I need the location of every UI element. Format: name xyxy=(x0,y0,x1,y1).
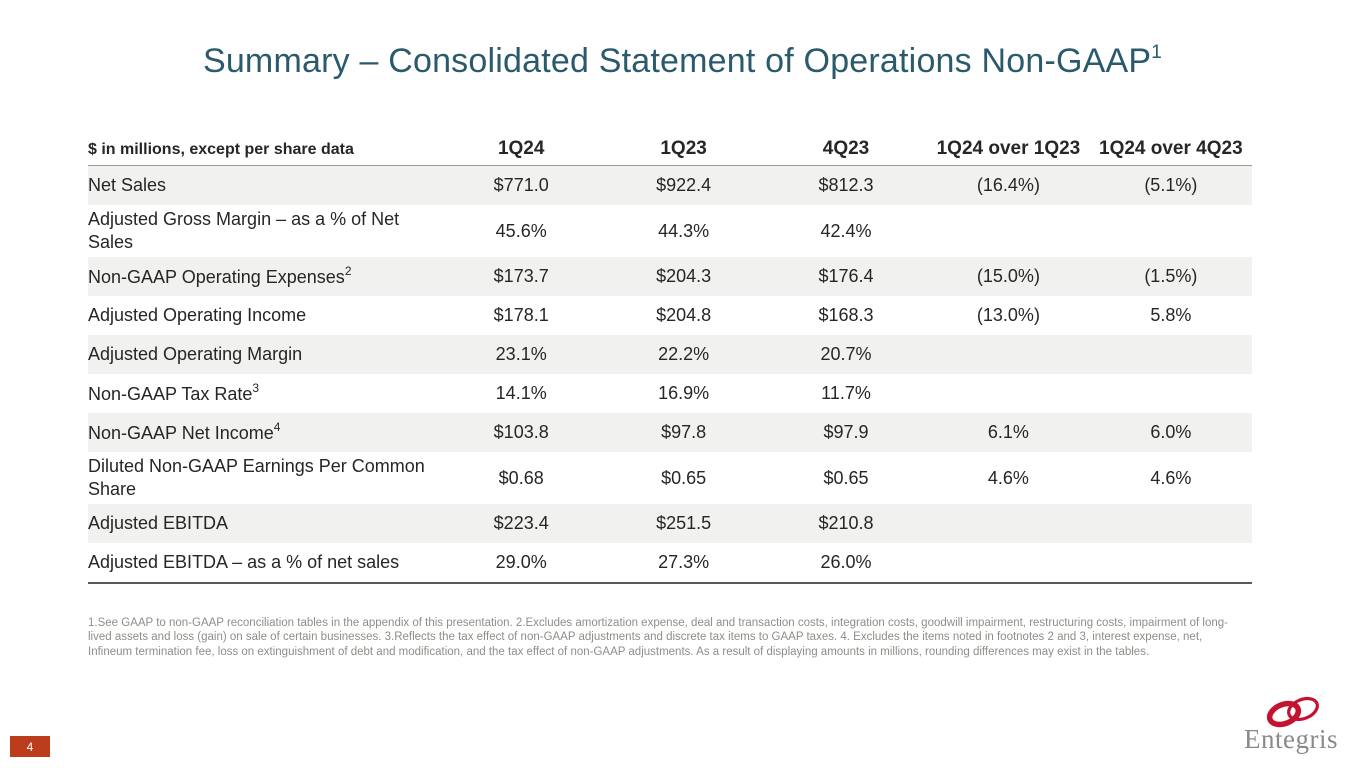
row-label: Net Sales xyxy=(88,174,167,195)
row-value: $168.3 xyxy=(818,305,874,326)
row-value: 20.7% xyxy=(820,344,872,365)
table-row: Diluted Non-GAAP Earnings Per Common Sha… xyxy=(88,452,1252,504)
row-label: Adjusted Operating Margin xyxy=(88,344,303,365)
row-footnote-ref: 2 xyxy=(344,263,352,278)
row-value: $204.8 xyxy=(656,305,712,326)
row-value: $812.3 xyxy=(818,175,874,195)
table-row: Non-GAAP Operating Expenses2 $173.7 $204.3… xyxy=(88,257,1252,297)
row-value: 4.6% xyxy=(987,467,1029,488)
row-value: 6.1% xyxy=(987,422,1029,443)
table-row: Adjusted EBITDA – as a % of net sales 29.… xyxy=(88,543,1252,582)
row-label: Adjusted Gross Margin – as a % of Net Sa… xyxy=(88,209,400,253)
table-row: Adjusted Operating Margin 23.1% 22.2% 20.7% xyxy=(88,335,1252,375)
row-value: 22.2% xyxy=(658,344,710,365)
row-value: (5.1%) xyxy=(1144,175,1198,195)
column-header-4q23: 4Q23 xyxy=(822,138,870,159)
table-header-label: $ in millions, except per share data xyxy=(88,140,354,158)
row-value: 27.3% xyxy=(658,552,710,573)
table-row: Net Sales $771.0 $922.4 $812.3 (16.4%) (5.1%) xyxy=(88,166,1252,205)
row-label: Adjusted Operating Income xyxy=(88,305,307,326)
entegris-logo-text: Entegris xyxy=(1244,724,1338,754)
column-header-1q24-over-1q23: 1Q24 over 1Q23 xyxy=(936,138,1081,159)
row-value: $771.0 xyxy=(493,175,549,195)
row-value: $97.8 xyxy=(661,422,707,443)
row-value: (15.0%) xyxy=(976,266,1040,287)
row-value: $0.65 xyxy=(661,467,707,488)
row-value: $178.1 xyxy=(493,305,549,326)
row-value: $251.5 xyxy=(656,513,712,534)
row-label: Non-GAAP Net Income4 xyxy=(88,419,281,443)
row-label: Non-GAAP Operating Expenses2 xyxy=(88,263,352,287)
title-footnote-ref: 1 xyxy=(1151,41,1163,63)
row-value: 4.6% xyxy=(1150,467,1192,488)
row-value: $103.8 xyxy=(493,422,549,443)
row-value: 14.1% xyxy=(495,383,547,404)
page-title: Summary – Consolidated Statement of Oper… xyxy=(0,42,1365,81)
column-header-1q24-over-4q23: 1Q24 over 4Q23 xyxy=(1099,138,1243,159)
table-body: Net Sales $771.0 $922.4 $812.3 (16.4%) (5.1%)… xyxy=(88,166,1252,585)
row-value: 11.7% xyxy=(821,383,871,404)
row-value: (16.4%) xyxy=(976,175,1040,195)
row-value: (13.0%) xyxy=(976,305,1040,326)
row-value: $204.3 xyxy=(656,266,712,287)
row-value: 44.3% xyxy=(658,220,710,241)
row-value: 45.6% xyxy=(495,220,547,241)
financial-summary-table: $ in millions, except per share data 1Q2… xyxy=(88,136,1252,585)
table-header-row: $ in millions, except per share data 1Q2… xyxy=(88,136,1252,166)
row-value: $223.4 xyxy=(493,513,549,534)
row-value: $922.4 xyxy=(656,175,712,195)
table-row: Adjusted EBITDA $223.4 $251.5 $210.8 xyxy=(88,504,1252,544)
row-value: 23.1% xyxy=(495,344,547,365)
row-value: 16.9% xyxy=(658,383,710,404)
table-row: Non-GAAP Tax Rate3 14.1% 16.9% 11.7% xyxy=(88,374,1252,413)
entegris-rings-icon xyxy=(1266,696,1319,728)
row-label: Adjusted EBITDA xyxy=(88,513,229,534)
row-value: 5.8% xyxy=(1150,305,1192,326)
row-value: $173.7 xyxy=(493,266,549,287)
row-value: $0.65 xyxy=(823,467,869,488)
row-value: (1.5%) xyxy=(1144,266,1198,287)
row-value: $210.8 xyxy=(818,513,874,534)
row-value: $0.68 xyxy=(498,467,544,488)
column-header-1q23: 1Q23 xyxy=(660,138,707,159)
row-label: Diluted Non-GAAP Earnings Per Common Sha… xyxy=(88,456,425,500)
row-value: 26.0% xyxy=(820,552,872,573)
page-number-badge: 4 xyxy=(10,736,50,757)
row-label: Non-GAAP Tax Rate3 xyxy=(88,380,260,404)
row-value: 29.0% xyxy=(495,552,547,573)
table-row: Adjusted Operating Income $178.1 $204.8 $16… xyxy=(88,296,1252,335)
row-value: 6.0% xyxy=(1150,422,1192,443)
row-footnote-ref: 3 xyxy=(252,380,260,395)
row-value: $176.4 xyxy=(818,266,874,287)
row-footnote-ref: 4 xyxy=(273,419,281,434)
page-title-text: Summary – Consolidated Statement of Oper… xyxy=(202,42,1152,80)
page-number: 4 xyxy=(26,739,34,754)
row-label: Adjusted EBITDA – as a % of net sales xyxy=(88,552,400,573)
footnotes: 1.See GAAP to non-GAAP reconciliation ta… xyxy=(88,617,1228,658)
row-value: $97.9 xyxy=(823,422,869,443)
entegris-logo: Entegris xyxy=(1235,696,1347,755)
column-header-1q24: 1Q24 xyxy=(497,138,545,159)
table-row: Adjusted Gross Margin – as a % of Net Sa… xyxy=(88,205,1252,257)
row-value: 42.4% xyxy=(820,220,872,241)
table-row: Non-GAAP Net Income4 $103.8 $97.8 $97.9 6.1%… xyxy=(88,413,1252,453)
